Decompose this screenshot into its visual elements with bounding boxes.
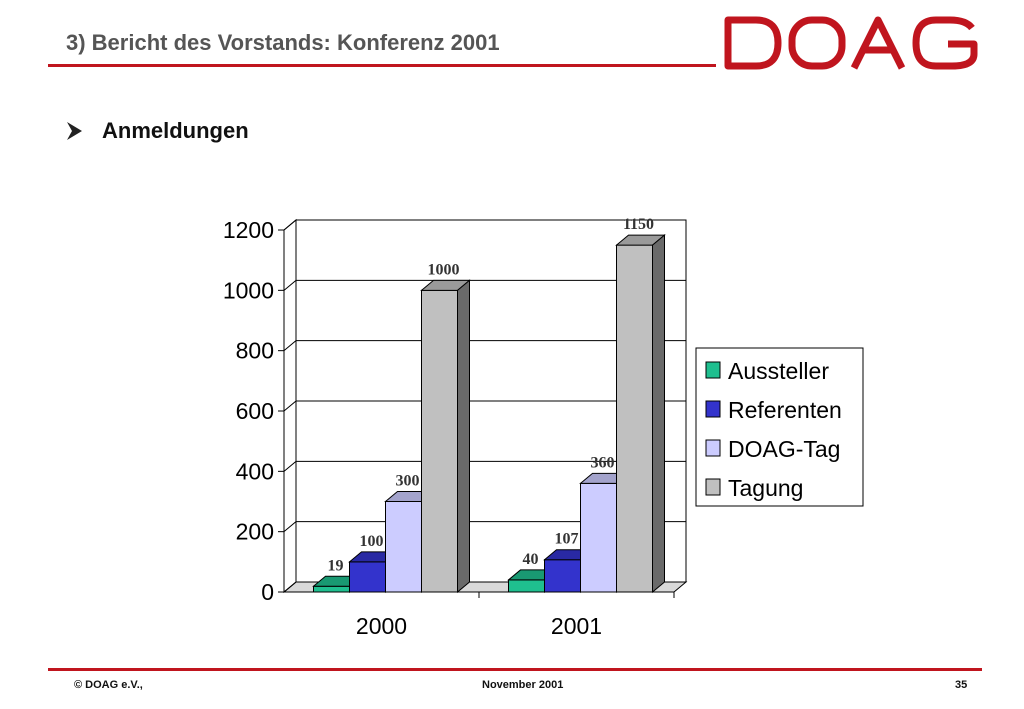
data-label: 1150 — [623, 216, 654, 233]
bar-referenten-2000 — [349, 561, 386, 593]
y-tick-label: 1000 — [223, 277, 274, 303]
data-label: 40 — [523, 551, 539, 568]
bar-tagung-2000 — [421, 289, 458, 593]
legend-swatch-referenten — [705, 400, 721, 418]
legend-label: Referenten — [728, 397, 842, 423]
slide-title: 3) Bericht des Vorstands: Konferenz 2001 — [66, 30, 500, 55]
bar-referenten-2001 — [544, 559, 581, 593]
y-tick-label: 600 — [236, 398, 274, 424]
bar-aussteller-2001 — [508, 579, 545, 593]
footer-date: November 2001 — [482, 679, 564, 691]
legend-label: Aussteller — [728, 358, 829, 384]
chart-legend — [695, 347, 864, 507]
page-number: 35 — [955, 679, 968, 691]
bar-tagung-2001 — [616, 244, 653, 593]
legend-label: DOAG-Tag — [728, 436, 840, 462]
gridline — [283, 400, 686, 412]
footer-copyright: © DOAG e.V., — [74, 679, 143, 691]
bar-doag-tag-2001 — [580, 482, 617, 593]
data-label: 107 — [555, 531, 579, 548]
bullet-item: Anmeldungen — [66, 118, 249, 144]
footer-divider — [48, 668, 982, 671]
data-label: 19 — [328, 557, 344, 574]
bullet-text: Anmeldungen — [102, 118, 249, 143]
data-label: 1000 — [428, 261, 460, 278]
x-tick-label: 2000 — [356, 613, 407, 639]
legend-swatch-tagung — [705, 478, 721, 496]
y-tick-label: 1200 — [223, 217, 274, 243]
doag-logo — [724, 16, 978, 70]
legend-label: Tagung — [728, 475, 803, 501]
y-tick-label: 400 — [236, 458, 274, 484]
data-label: 100 — [360, 533, 384, 550]
y-tick-label: 200 — [236, 519, 274, 545]
gridline — [283, 521, 686, 533]
gridline — [283, 279, 686, 291]
data-label: 360 — [591, 454, 615, 471]
bar-side-tagung-2001 — [652, 234, 665, 594]
y-tick-label: 0 — [261, 579, 274, 605]
gridline — [283, 460, 686, 472]
legend-swatch-aussteller — [705, 361, 721, 379]
x-tick-label: 2001 — [551, 613, 602, 639]
title-divider — [48, 64, 716, 67]
arrow-bullet-icon — [67, 122, 82, 140]
bar-aussteller-2000 — [313, 585, 350, 593]
data-label: 300 — [396, 473, 420, 490]
bar-doag-tag-2000 — [385, 501, 422, 593]
y-tick-label: 800 — [236, 338, 274, 364]
gridline — [283, 219, 686, 231]
legend-swatch-doag-tag — [705, 439, 721, 457]
gridline — [283, 340, 686, 352]
bar-side-tagung-2000 — [457, 279, 470, 594]
